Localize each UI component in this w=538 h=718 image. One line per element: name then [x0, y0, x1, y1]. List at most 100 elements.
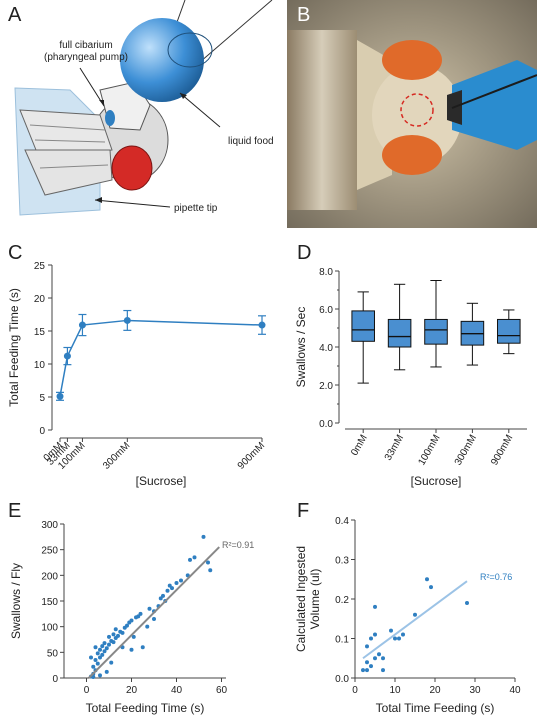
- data-point: [140, 645, 145, 650]
- data-point: [361, 668, 365, 673]
- y-axis-label: Swallows / Fly: [9, 563, 23, 639]
- x-tick-label: 100mM: [416, 433, 442, 467]
- data-point: [89, 655, 93, 660]
- data-point: [397, 636, 401, 641]
- panel-label-b: B: [297, 4, 311, 26]
- data-point: [78, 321, 86, 329]
- x-tick-label: 40: [509, 685, 521, 696]
- data-point: [91, 664, 96, 669]
- data-point: [131, 634, 136, 639]
- data-point: [365, 660, 369, 665]
- data-point: [365, 644, 369, 649]
- series-line: [59, 319, 263, 397]
- y-tick-label: 0: [52, 674, 58, 685]
- x-tick-label: 900mM: [236, 440, 267, 471]
- callout-liquid-food: liquid food: [228, 136, 274, 147]
- x-tick-label: 20: [429, 685, 441, 696]
- data-point: [95, 651, 100, 656]
- data-point: [373, 656, 377, 661]
- x-axis-label: [Sucrose]: [136, 474, 187, 488]
- data-point: [147, 606, 152, 611]
- data-point: [100, 652, 105, 657]
- y-tick-label: 6.0: [319, 305, 333, 316]
- panel-label-a: A: [8, 4, 22, 26]
- y-axis-label: Total Feeding Time (s): [7, 288, 21, 407]
- x-tick-label: 20: [126, 685, 138, 696]
- y-axis-label: Volume (ul): [308, 569, 322, 630]
- panel-label-e: E: [8, 500, 22, 522]
- data-point: [161, 593, 165, 598]
- fit-line: [362, 580, 468, 660]
- x-tick-label: 0: [352, 685, 358, 696]
- data-point: [165, 588, 170, 593]
- data-point: [201, 534, 206, 539]
- y-tick-label: 4.0: [319, 343, 333, 354]
- x-tick-label: 0: [84, 685, 90, 696]
- data-point: [365, 668, 369, 673]
- panel-a-illustration: [14, 0, 273, 216]
- data-point: [381, 668, 385, 673]
- data-point: [129, 618, 134, 623]
- y-tick-label: 5: [39, 393, 45, 404]
- data-point: [120, 630, 125, 635]
- y-axis-label: Calculated Ingested: [294, 546, 308, 652]
- y-tick-label: 0: [39, 426, 45, 437]
- data-point: [465, 600, 469, 605]
- data-point: [95, 661, 100, 666]
- y-tick-label: 200: [41, 571, 58, 582]
- data-point: [369, 636, 373, 641]
- data-point: [113, 627, 118, 632]
- data-point: [116, 633, 120, 638]
- y-tick-label: 150: [41, 597, 58, 608]
- data-point: [98, 655, 102, 660]
- data-point: [158, 596, 163, 601]
- callout-cibarium: full cibarium (pharyngeal pump): [44, 40, 128, 63]
- data-point: [192, 555, 197, 560]
- panel-label-d: D: [297, 242, 312, 264]
- x-tick-label: 300mM: [453, 433, 479, 467]
- data-point: [206, 560, 210, 565]
- box: [351, 310, 375, 342]
- data-point: [98, 647, 102, 652]
- data-point: [111, 632, 116, 637]
- chart-f-volume-vs-time: 0.0 0.1 0.2 0.3 0.4 0 10 20 30 40 Total Time Feedi…: [294, 516, 521, 715]
- callout-pipette-tip: pipette tip: [174, 203, 218, 214]
- y-tick-label: 300: [41, 520, 58, 531]
- data-point: [100, 644, 105, 649]
- data-point: [107, 634, 111, 639]
- data-point: [138, 611, 143, 616]
- data-point: [98, 673, 102, 678]
- data-point: [170, 586, 174, 591]
- y-tick-label: 2.0: [319, 381, 333, 392]
- data-point: [91, 674, 96, 679]
- data-point: [389, 628, 393, 633]
- panel-b-photo: [287, 0, 537, 228]
- y-tick-label: 0.4: [335, 516, 349, 527]
- data-point: [179, 578, 183, 583]
- box: [424, 318, 448, 345]
- y-tick-label: 20: [34, 294, 46, 305]
- data-point: [102, 649, 107, 654]
- r-squared-label: R²=0.76: [480, 572, 512, 582]
- x-axis-label: [Sucrose]: [411, 474, 462, 488]
- panel-label-f: F: [297, 500, 310, 522]
- x-tick-label: 33mM: [383, 433, 406, 463]
- data-point: [369, 664, 373, 669]
- box: [497, 318, 521, 344]
- x-axis-label: Total Feeding Time (s): [86, 701, 205, 715]
- data-point: [104, 669, 109, 674]
- x-tick-label: 900mM: [489, 433, 515, 467]
- data-point: [373, 604, 377, 609]
- y-axis-label: Swallows / Sec: [294, 307, 308, 388]
- data-point: [104, 646, 109, 651]
- y-tick-label: 8.0: [319, 267, 333, 278]
- y-tick-label: 0.1: [335, 635, 349, 646]
- data-point: [129, 647, 134, 652]
- x-tick-label: 60: [216, 685, 228, 696]
- y-tick-label: 25: [34, 261, 46, 272]
- data-point: [102, 641, 107, 646]
- chart-d-swallow-rate: 0.0 2.0 4.0 6.0 8.0 [Sucrose] Swallows / Sec 0m…: [294, 267, 527, 488]
- data-point: [381, 656, 385, 661]
- x-tick-label: 10: [389, 685, 401, 696]
- data-point: [136, 614, 141, 619]
